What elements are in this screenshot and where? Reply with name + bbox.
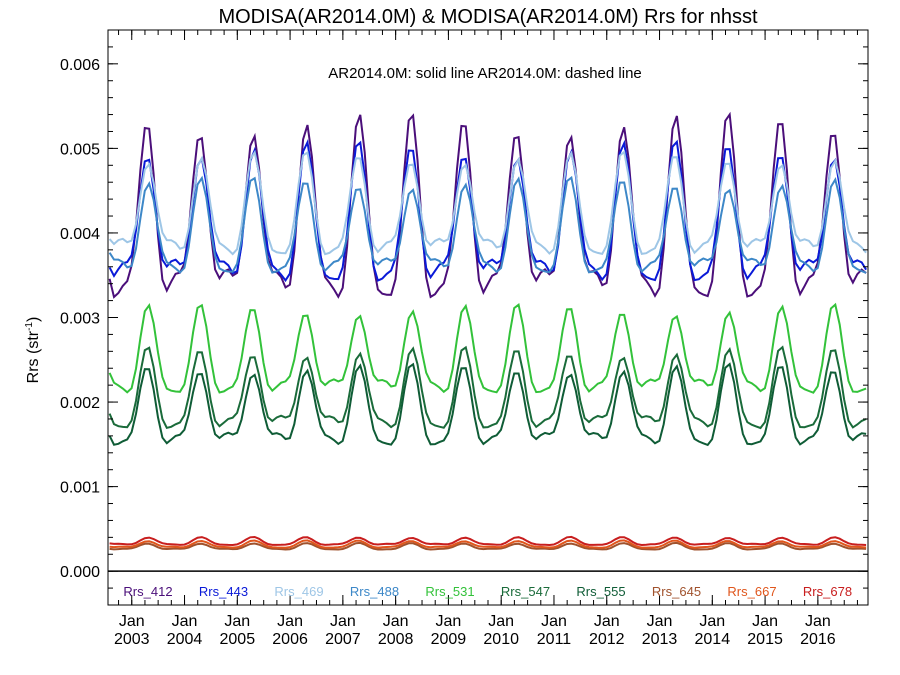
x-tick-month-label: Jan <box>594 613 620 630</box>
legend: Rrs_412 Rrs_443 Rrs_469 Rrs_488 Rrs_531 Rrs_5… <box>123 584 852 599</box>
x-tick-year-label: 2003 <box>114 631 150 648</box>
x-tick-month-label: Jan <box>752 613 778 630</box>
x-tick-year-label: 2011 <box>537 631 572 648</box>
series-line-rrs-488 <box>108 175 867 274</box>
y-tick-label: 0.002 <box>60 395 100 412</box>
legend-item-rrs-488: Rrs_488 <box>350 584 399 599</box>
x-tick-month-label: Jan <box>277 613 303 630</box>
legend-item-rrs-667: Rrs_667 <box>727 584 776 599</box>
legend-item-rrs-645: Rrs_645 <box>652 584 701 599</box>
legend-item-rrs-547: Rrs_547 <box>501 584 550 599</box>
x-tick-month-label: Jan <box>699 613 725 630</box>
legend-item-rrs-555: Rrs_555 <box>576 584 625 599</box>
x-tick-month-label: Jan <box>488 613 514 630</box>
x-tick-year-label: 2009 <box>431 631 467 648</box>
x-tick-month-label: Jan <box>172 613 198 630</box>
x-tick-year-label: 2005 <box>220 631 256 648</box>
series-line-rrs-678 <box>109 535 867 547</box>
legend-item-rrs-678: Rrs_678 <box>803 584 852 599</box>
x-tick-month-label: Jan <box>224 613 250 630</box>
x-tick-year-label: 2007 <box>325 631 361 648</box>
y-axis-label-text: Rrs (str <box>25 330 42 383</box>
x-tick-year-label: 2010 <box>483 631 519 648</box>
x-tick-month-label: Jan <box>383 613 409 630</box>
series-line-rrs-469 <box>108 149 867 256</box>
x-tick-year-label: 2004 <box>167 631 203 648</box>
series-group <box>108 111 867 551</box>
y-axis-label: Rrs (str-1) <box>24 317 42 384</box>
x-tick-year-label: 2013 <box>642 631 678 648</box>
legend-item-rrs-531: Rrs_531 <box>425 584 474 599</box>
chart-title: MODISA(AR2014.0M) & MODISA(AR2014.0M) Rr… <box>218 6 757 28</box>
plot-frame <box>107 29 869 606</box>
x-tick-month-label: Jan <box>805 613 831 630</box>
y-tick-label: 0.005 <box>60 141 100 158</box>
x-tick-month-label: Jan <box>119 613 145 630</box>
y-axis-label-superscript: -1 <box>24 322 35 331</box>
series-line-rrs-547 <box>108 345 867 430</box>
y-axis-label-suffix: ) <box>25 317 42 322</box>
svg-text:Rrs (str-1): Rrs (str-1) <box>24 317 42 384</box>
x-tick-year-label: 2012 <box>589 631 625 648</box>
x-tick-year-label: 2008 <box>378 631 414 648</box>
x-tick-month-label: Jan <box>541 613 567 630</box>
x-tick-month-label: Jan <box>436 613 462 630</box>
x-tick-year-label: 2015 <box>747 631 783 648</box>
x-tick-year-label: 2014 <box>695 631 731 648</box>
x-tick-month-label: Jan <box>647 613 673 630</box>
legend-item-rrs-443: Rrs_443 <box>199 584 248 599</box>
series-line-rrs-667 <box>109 539 867 549</box>
y-tick-label: 0.004 <box>60 226 100 243</box>
legend-item-rrs-412: Rrs_412 <box>123 584 172 599</box>
y-tick-label: 0.003 <box>60 311 100 328</box>
x-tick-year-label: 2016 <box>800 631 836 648</box>
series-line-rrs-645 <box>109 541 867 551</box>
x-tick-month-label: Jan <box>330 613 356 630</box>
legend-item-rrs-469: Rrs_469 <box>274 584 323 599</box>
y-tick-label: 0.006 <box>60 57 100 74</box>
series-line-rrs-531 <box>108 302 867 394</box>
series-line-rrs-555 <box>108 362 867 447</box>
y-tick-label: 0.000 <box>60 564 100 581</box>
axis-ticks: 0.0000.0010.0020.0030.0040.0050.006Jan20… <box>60 29 868 648</box>
x-tick-year-label: 2006 <box>272 631 308 648</box>
y-tick-label: 0.001 <box>60 480 100 497</box>
chart-subtitle: AR2014.0M: solid line AR2014.0M: dashed … <box>328 65 642 82</box>
